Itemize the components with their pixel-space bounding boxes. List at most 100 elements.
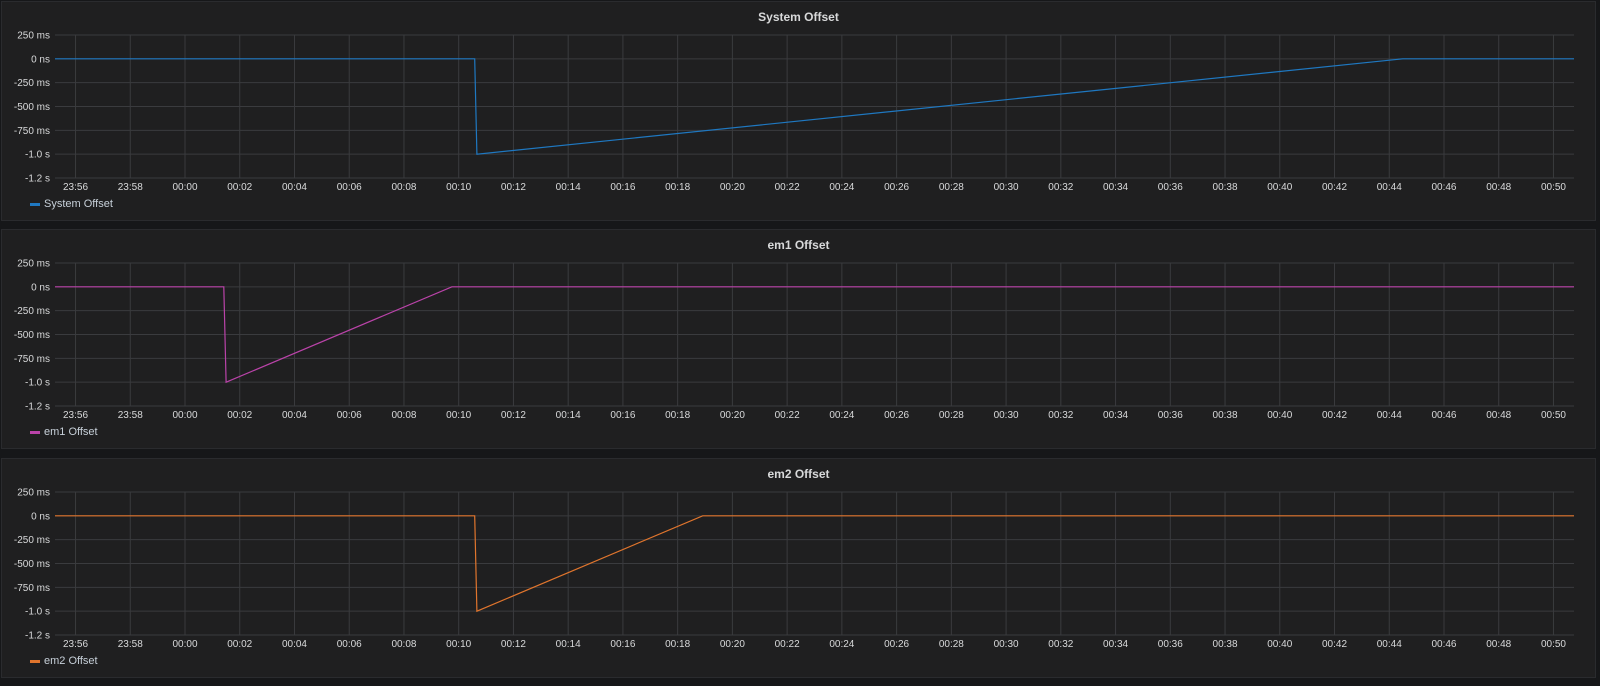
x-tick-label: 00:36: [1158, 410, 1183, 421]
legend: em2 Offset: [30, 655, 98, 667]
x-tick-label: 00:50: [1541, 410, 1566, 421]
x-tick-label: 00:00: [172, 639, 197, 650]
x-tick-label: 00:20: [720, 410, 745, 421]
x-tick-label: 23:58: [118, 639, 143, 650]
x-tick-label: 00:42: [1322, 182, 1347, 193]
x-tick-label: 00:50: [1541, 639, 1566, 650]
x-tick-label: 00:26: [884, 410, 909, 421]
x-tick-label: 00:46: [1431, 639, 1456, 650]
x-tick-label: 00:40: [1267, 410, 1292, 421]
y-tick-label: 250 ms: [17, 259, 50, 270]
x-tick-label: 00:16: [610, 639, 635, 650]
x-tick-label: 00:34: [1103, 639, 1128, 650]
x-tick-label: 00:44: [1377, 182, 1402, 193]
x-tick-label: 00:48: [1486, 639, 1511, 650]
x-tick-label: 00:38: [1213, 639, 1238, 650]
x-tick-label: 00:24: [829, 182, 854, 193]
x-tick-label: 00:22: [775, 639, 800, 650]
x-tick-label: 00:26: [884, 639, 909, 650]
series-line: [55, 515, 1574, 613]
legend-swatch: [30, 202, 40, 206]
panel-title[interactable]: em1 Offset: [767, 238, 830, 252]
x-tick-label: 00:08: [391, 639, 416, 650]
legend-swatch: [30, 659, 40, 663]
x-tick-label: 00:34: [1103, 410, 1128, 421]
y-tick-label: -500 ms: [14, 102, 50, 113]
y-tick-label: -250 ms: [14, 306, 50, 317]
y-tick-label: -1.2 s: [25, 402, 50, 413]
x-tick-label: 00:16: [610, 182, 635, 193]
x-tick-label: 00:16: [610, 410, 635, 421]
panel-title[interactable]: System Offset: [758, 10, 839, 24]
x-tick-label: 00:36: [1158, 639, 1183, 650]
x-tick-label: 00:32: [1048, 182, 1073, 193]
y-tick-label: -1.2 s: [25, 631, 50, 642]
x-tick-label: 00:00: [172, 410, 197, 421]
x-tick-label: 00:46: [1431, 182, 1456, 193]
x-tick-label: 23:56: [63, 182, 88, 193]
em2-offset-plot: 250 ms 0 ns -250 ms -500 ms -750 ms -1.0 s -1.…: [14, 488, 1574, 650]
x-tick-label: 00:20: [720, 182, 745, 193]
y-tick-label: 0 ns: [31, 511, 50, 522]
x-tick-label: 00:30: [994, 182, 1019, 193]
y-tick-label: -1.0 s: [25, 150, 50, 161]
x-tick-label: 00:50: [1541, 182, 1566, 193]
x-tick-label: 00:08: [391, 410, 416, 421]
x-tick-label: 00:18: [665, 410, 690, 421]
x-tick-label: 00:42: [1322, 639, 1347, 650]
x-tick-label: 00:20: [720, 639, 745, 650]
y-tick-label: 250 ms: [17, 488, 50, 499]
x-tick-label: 00:04: [282, 182, 307, 193]
x-tick-label: 00:40: [1267, 639, 1292, 650]
x-tick-label: 23:56: [63, 639, 88, 650]
x-tick-label: 00:04: [282, 410, 307, 421]
x-tick-label: 00:40: [1267, 182, 1292, 193]
y-tick-label: -1.0 s: [25, 378, 50, 389]
y-tick-label: -250 ms: [14, 78, 50, 89]
x-tick-label: 00:32: [1048, 410, 1073, 421]
x-tick-label: 00:26: [884, 182, 909, 193]
x-tick-label: 00:48: [1486, 410, 1511, 421]
x-tick-label: 00:08: [391, 182, 416, 193]
x-tick-label: 00:02: [227, 639, 252, 650]
x-tick-label: 00:34: [1103, 182, 1128, 193]
x-tick-label: 00:48: [1486, 182, 1511, 193]
x-tick-label: 00:38: [1213, 182, 1238, 193]
series-line: [55, 58, 1574, 155]
x-tick-label: 00:14: [556, 410, 581, 421]
em1-offset-plot: 250 ms 0 ns -250 ms -500 ms -750 ms -1.0 s -1.…: [14, 259, 1574, 421]
panel-title[interactable]: em2 Offset: [767, 467, 830, 481]
y-tick-label: -750 ms: [14, 126, 50, 137]
x-tick-label: 00:30: [994, 410, 1019, 421]
x-tick-label: 00:44: [1377, 410, 1402, 421]
x-tick-label: 00:12: [501, 410, 526, 421]
x-tick-label: 00:18: [665, 639, 690, 650]
legend-label[interactable]: System Offset: [44, 198, 113, 210]
legend-label[interactable]: em1 Offset: [44, 426, 98, 438]
series-line: [55, 286, 1574, 384]
x-tick-label: 00:10: [446, 639, 471, 650]
x-tick-label: 00:24: [829, 639, 854, 650]
x-tick-label: 00:06: [337, 182, 362, 193]
x-tick-label: 00:04: [282, 639, 307, 650]
legend: System Offset: [30, 198, 113, 210]
x-tick-label: 00:12: [501, 182, 526, 193]
x-tick-label: 00:36: [1158, 182, 1183, 193]
x-tick-label: 00:22: [775, 410, 800, 421]
x-tick-label: 00:06: [337, 639, 362, 650]
x-tick-label: 00:10: [446, 182, 471, 193]
x-tick-label: 00:22: [775, 182, 800, 193]
legend-label[interactable]: em2 Offset: [44, 655, 98, 667]
x-tick-label: 00:14: [556, 639, 581, 650]
system-offset-plot: 250 ms 0 ns -250 ms -500 ms -750 ms -1.0 s -1.…: [14, 31, 1574, 193]
y-tick-label: -1.2 s: [25, 174, 50, 185]
legend-swatch: [30, 430, 40, 434]
x-tick-label: 00:46: [1431, 410, 1456, 421]
x-tick-label: 00:28: [939, 410, 964, 421]
em2-offset-panel: em2 Offset 250 ms 0 ns -250 ms -500 ms -750 …: [1, 458, 1596, 678]
x-tick-label: 00:12: [501, 639, 526, 650]
y-tick-label: -750 ms: [14, 354, 50, 365]
y-tick-label: 0 ns: [31, 282, 50, 293]
x-tick-label: 00:14: [556, 182, 581, 193]
x-tick-label: 00:10: [446, 410, 471, 421]
